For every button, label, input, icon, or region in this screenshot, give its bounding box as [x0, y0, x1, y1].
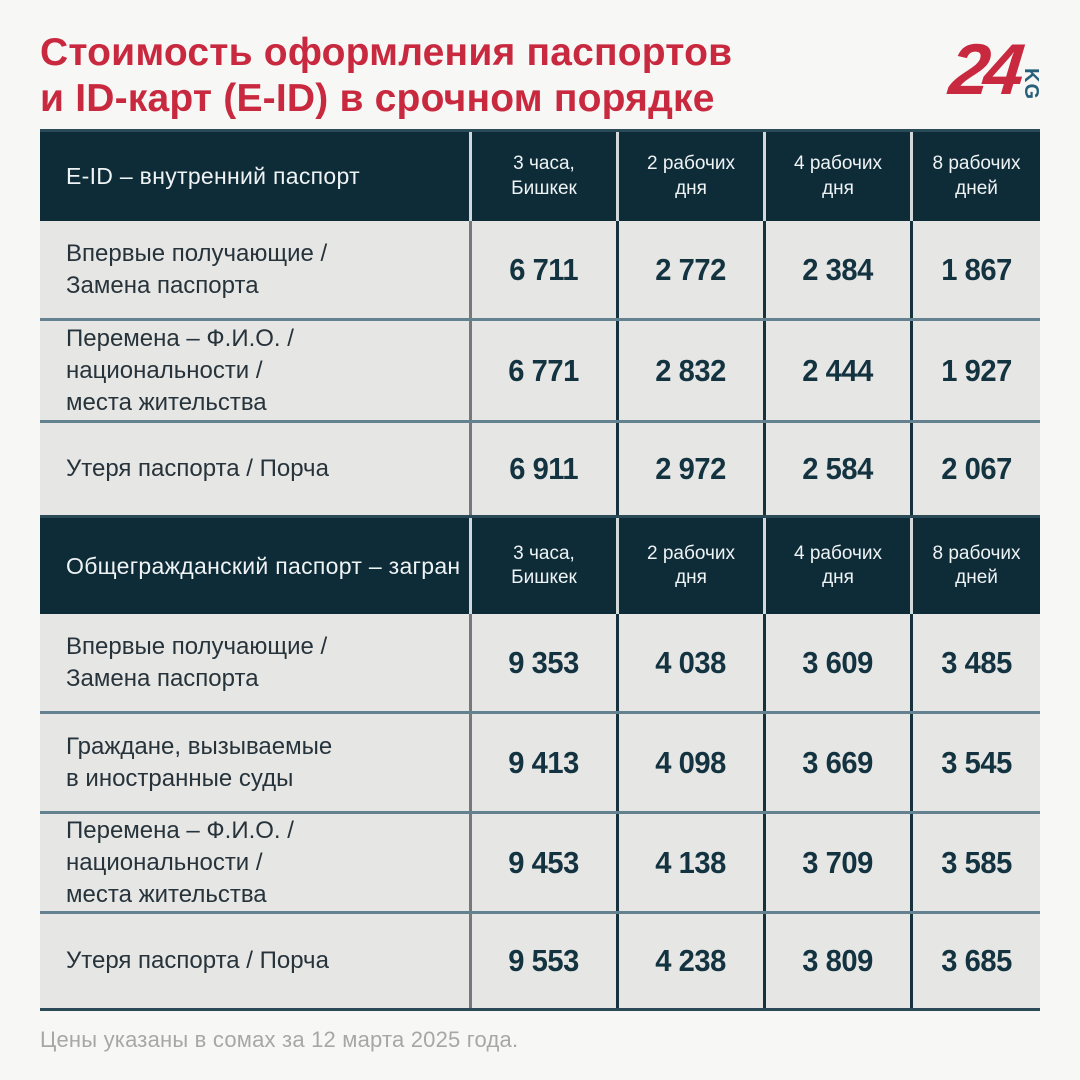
column-header: 4 рабочих дня [763, 132, 910, 222]
price-cell: 3 585 [910, 814, 1040, 912]
row-label: Утеря паспорта / Порча [66, 455, 329, 483]
price-cell: 2 584 [763, 423, 910, 516]
page-title: Стоимость оформления паспортов и ID-карт … [40, 0, 1040, 121]
column-header: 3 часа, Бишкек [469, 518, 616, 615]
price-cell: 3 609 [763, 614, 910, 712]
price-cell: 3 485 [910, 614, 1040, 712]
price-cell: 4 098 [616, 714, 763, 812]
price-cell: 6 711 [469, 221, 616, 319]
row-label: Утеря паспорта / Порча [66, 947, 329, 975]
table-row: Впервые получающие / Замена паспорта 9 3… [40, 614, 1040, 715]
price-cell: 1 927 [910, 321, 1040, 421]
price-cell: 2 832 [616, 321, 763, 421]
price-cell: 2 772 [616, 221, 763, 319]
price-cell: 3 685 [910, 914, 1040, 1009]
column-header: 8 рабочих дней [910, 518, 1040, 615]
price-cell: 9 553 [469, 914, 616, 1009]
price-cell: 6 911 [469, 423, 616, 516]
table-row: Утеря паспорта / Порча 6 911 2 972 2 584… [40, 423, 1040, 516]
row-label: Перемена – Ф.И.О. / национальности / мес… [66, 325, 294, 416]
column-header: 4 рабочих дня [763, 518, 910, 615]
price-cell: 9 453 [469, 814, 616, 912]
table-row: Перемена – Ф.И.О. / национальности / мес… [40, 814, 1040, 915]
section-header-zagran: Общегражданский паспорт – загран 3 часа,… [40, 515, 1040, 615]
table-row: Утеря паспорта / Порча 9 553 4 238 3 809… [40, 914, 1040, 1012]
price-cell: 2 972 [616, 423, 763, 516]
price-cell: 4 038 [616, 614, 763, 712]
price-cell: 6 771 [469, 321, 616, 421]
price-cell: 2 384 [763, 221, 910, 319]
column-header: 3 часа, Бишкек [469, 132, 616, 222]
column-header: 2 рабочих дня [616, 518, 763, 615]
row-label: Впервые получающие / Замена паспорта [66, 633, 328, 692]
section-header-label: E-ID – внутренний паспорт [66, 163, 360, 190]
price-table: E-ID – внутренний паспорт 3 часа, Бишкек… [40, 129, 1040, 1012]
section-header-label: Общегражданский паспорт – загран [66, 552, 461, 579]
table-row: Перемена – Ф.И.О. / национальности / мес… [40, 321, 1040, 424]
price-cell: 3 669 [763, 714, 910, 812]
price-cell: 4 238 [616, 914, 763, 1009]
price-cell: 2 444 [763, 321, 910, 421]
price-cell: 1 867 [910, 221, 1040, 319]
table-row: Граждане, вызываемые в иностранные суды … [40, 714, 1040, 815]
price-cell: 9 353 [469, 614, 616, 712]
column-header: 2 рабочих дня [616, 132, 763, 222]
row-label: Граждане, вызываемые в иностранные суды [66, 733, 333, 792]
footer-note: Цены указаны в сомах за 12 марта 2025 го… [40, 1027, 519, 1053]
row-label: Впервые получающие / Замена паспорта [66, 240, 328, 299]
title-line-1: Стоимость оформления паспортов [40, 31, 733, 74]
price-cell: 3 709 [763, 814, 910, 912]
price-cell: 2 067 [910, 423, 1040, 516]
table-row: Впервые получающие / Замена паспорта 6 7… [40, 221, 1040, 322]
title-line-2: и ID-карт (E-ID) в срочном порядке [40, 76, 715, 120]
row-label: Перемена – Ф.И.О. / национальности / мес… [66, 817, 294, 908]
price-cell: 3 545 [910, 714, 1040, 812]
logo-24kg: 24 KG [946, 26, 1042, 110]
price-cell: 9 413 [469, 714, 616, 812]
logo-24-mark: 24 [945, 29, 1023, 110]
price-cell: 4 138 [616, 814, 763, 912]
price-cell: 3 809 [763, 914, 910, 1009]
section-header-eid: E-ID – внутренний паспорт 3 часа, Бишкек… [40, 129, 1040, 222]
logo-kg-text: KG [1020, 68, 1042, 100]
column-header: 8 рабочих дней [910, 132, 1040, 222]
